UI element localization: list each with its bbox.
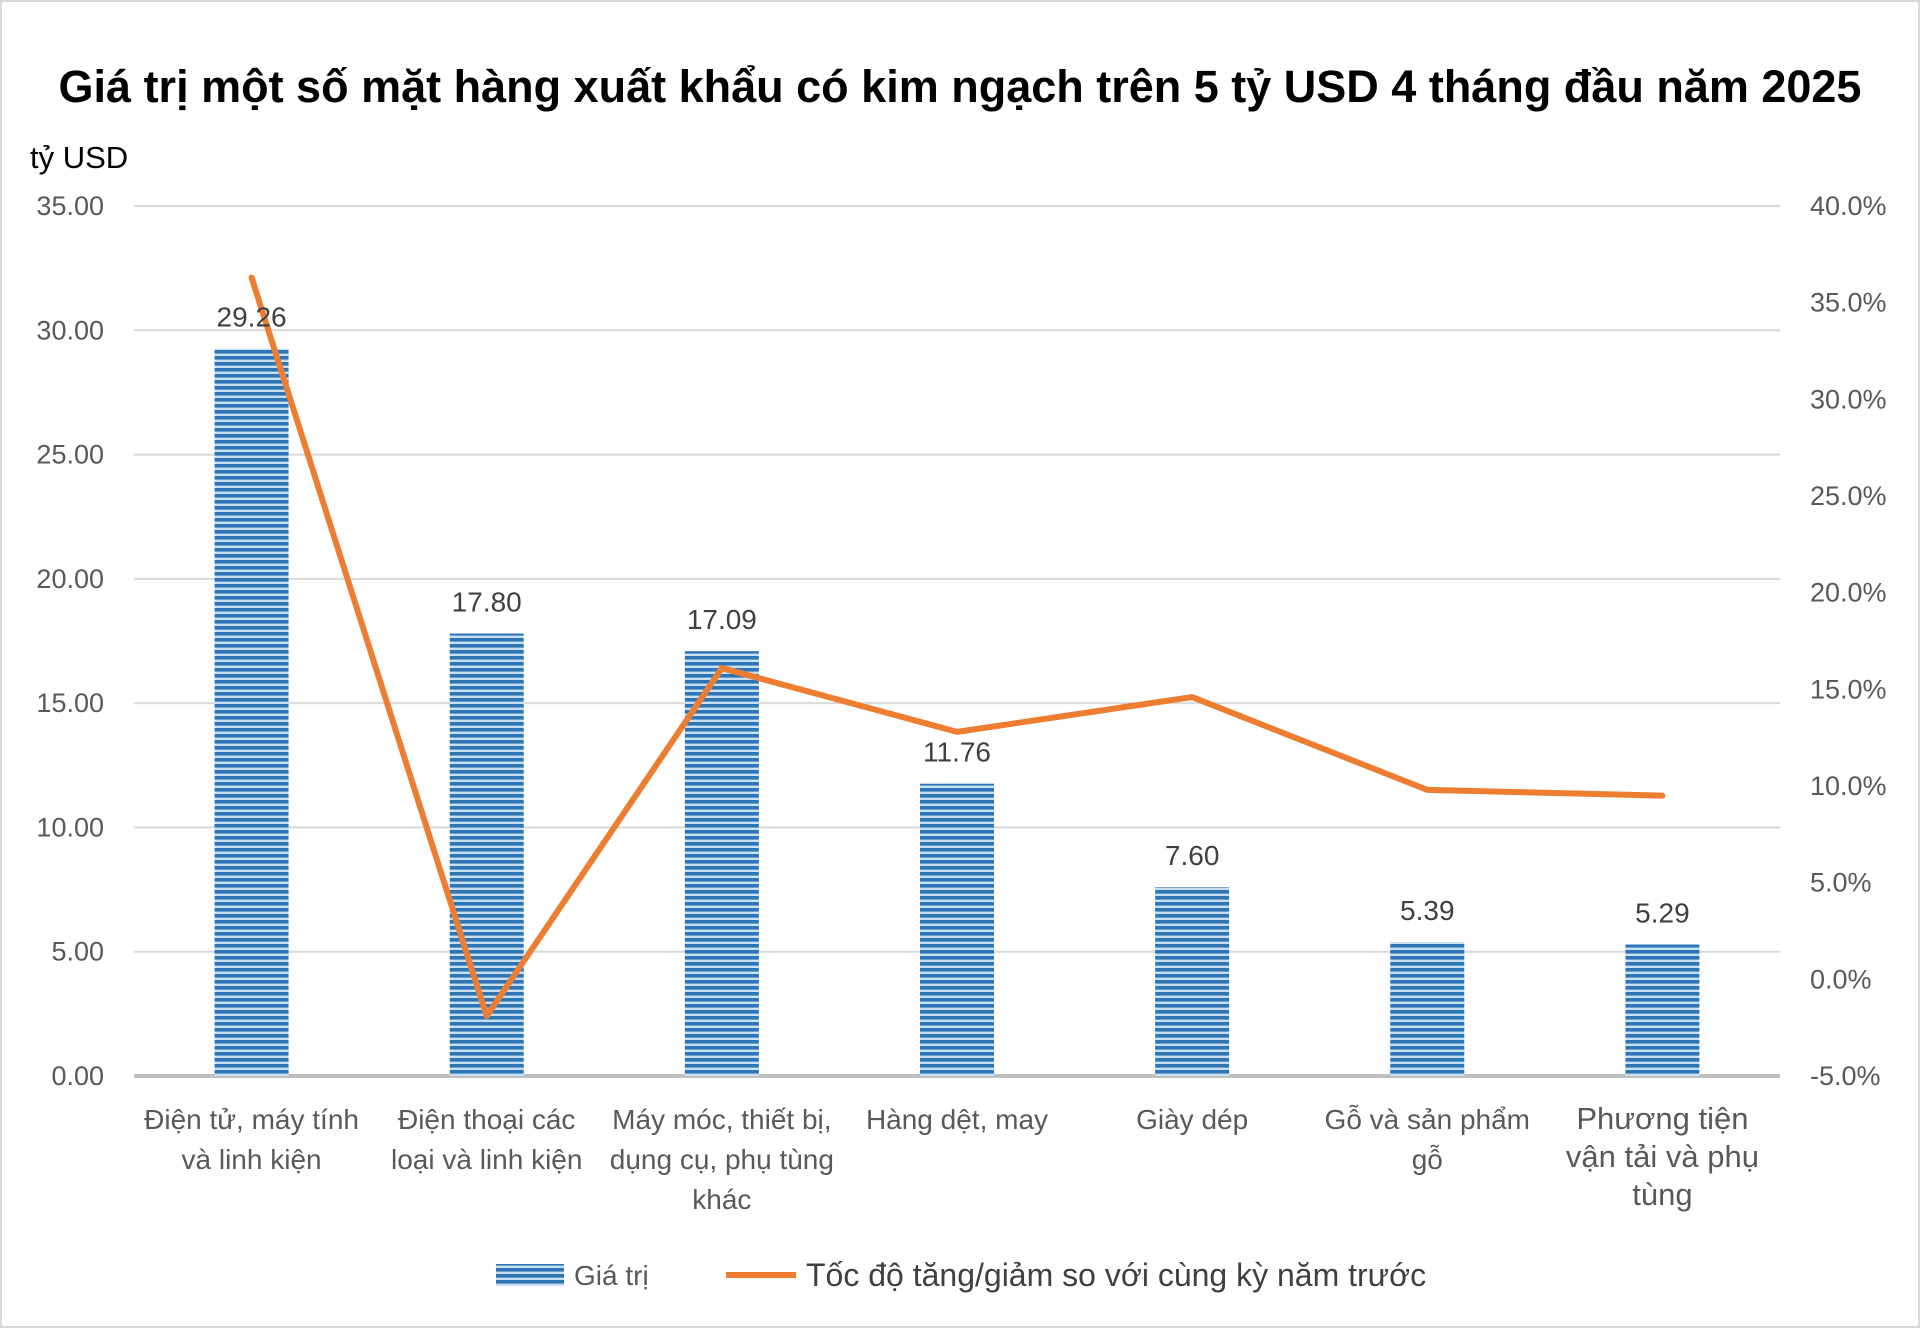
bar-data-label: 17.80 bbox=[452, 587, 522, 618]
bar bbox=[1155, 887, 1230, 1076]
left-axis-ticks: 0.00 5.00 10.00 15.00 20.00 25.00 30.00 35.00 bbox=[36, 191, 104, 1091]
y-tick-label: 35.00 bbox=[36, 191, 104, 221]
y-tick-label: 20.00 bbox=[36, 564, 104, 594]
line-point bbox=[1190, 695, 1195, 700]
y-axis-label: tỷ USD bbox=[30, 140, 128, 175]
bar bbox=[1625, 944, 1700, 1076]
bar-data-label: 7.60 bbox=[1165, 840, 1220, 871]
category-label: Điện thoại các bbox=[398, 1104, 575, 1135]
chart-title: Giá trị một số mặt hàng xuất khẩu có kim… bbox=[59, 61, 1862, 112]
y-tick-label: 5.00 bbox=[51, 937, 104, 967]
category-label: và linh kiện bbox=[182, 1144, 322, 1175]
bar-data-label: 11.76 bbox=[923, 737, 991, 768]
line-point bbox=[955, 729, 959, 734]
bar bbox=[1390, 942, 1465, 1076]
legend-bar-label: Giá trị bbox=[574, 1260, 649, 1291]
y2-tick-label: 25.0% bbox=[1810, 481, 1887, 511]
y-tick-label: 0.00 bbox=[51, 1061, 104, 1091]
bar-series bbox=[214, 348, 1700, 1076]
line-point bbox=[1425, 787, 1430, 792]
right-axis-ticks: -5.0% 0.0% 5.0% 10.0% 15.0% 20.0% 25.0% 30.0% 35… bbox=[1810, 191, 1887, 1091]
category-label: Hàng dệt, may bbox=[866, 1104, 1048, 1135]
legend: Giá trị Tốc độ tăng/giảm so với cùng kỳ n… bbox=[496, 1257, 1426, 1293]
y-tick-label: 30.00 bbox=[36, 315, 104, 345]
category-label: Máy móc, thiết bị, bbox=[612, 1104, 831, 1135]
y2-tick-label: 20.0% bbox=[1810, 578, 1887, 608]
category-label: loại và linh kiện bbox=[391, 1144, 582, 1175]
category-label: khác bbox=[692, 1184, 751, 1215]
bar bbox=[920, 783, 994, 1076]
bar-data-label: 17.09 bbox=[687, 604, 757, 635]
bar-data-label: 5.39 bbox=[1400, 895, 1455, 926]
category-axis-labels: Điện tử, máy tính và linh kiện Điện thoại … bbox=[144, 1101, 1759, 1215]
category-label: Gỗ và sản phẩm bbox=[1325, 1104, 1530, 1135]
category-label: tùng bbox=[1632, 1177, 1692, 1212]
category-label: gỗ bbox=[1412, 1144, 1443, 1175]
bar bbox=[684, 651, 759, 1076]
category-label: Phương tiện bbox=[1576, 1101, 1748, 1136]
y2-tick-label: 35.0% bbox=[1810, 288, 1887, 318]
line-point bbox=[719, 666, 724, 671]
category-label: vận tải và phụ bbox=[1566, 1139, 1759, 1174]
y2-tick-label: 30.0% bbox=[1810, 384, 1887, 414]
category-label: dụng cụ, phụ tùng bbox=[610, 1144, 834, 1175]
line-point bbox=[1660, 793, 1665, 798]
category-label: Giày dép bbox=[1136, 1104, 1248, 1135]
y2-tick-label: 15.0% bbox=[1810, 674, 1887, 704]
y2-tick-label: -5.0% bbox=[1810, 1061, 1881, 1091]
legend-line-label: Tốc độ tăng/giảm so với cùng kỳ năm trướ… bbox=[806, 1257, 1426, 1293]
y2-tick-label: 0.0% bbox=[1810, 964, 1872, 994]
y2-tick-label: 10.0% bbox=[1810, 771, 1887, 801]
line-point bbox=[484, 1014, 489, 1019]
y2-tick-label: 40.0% bbox=[1810, 191, 1887, 221]
line-series bbox=[248, 274, 1666, 1020]
data-labels: 29.26 17.80 17.09 11.76 7.60 5.39 5.29 bbox=[217, 302, 1690, 929]
bar bbox=[214, 348, 289, 1076]
bar bbox=[449, 633, 524, 1076]
y2-tick-label: 5.0% bbox=[1810, 868, 1872, 898]
legend-bar-swatch bbox=[496, 1264, 564, 1286]
line-point bbox=[249, 275, 254, 280]
y-tick-label: 10.00 bbox=[36, 812, 104, 842]
category-label: Điện tử, máy tính bbox=[144, 1104, 359, 1135]
bar-data-label: 5.29 bbox=[1635, 898, 1690, 929]
bar-data-label: 29.26 bbox=[217, 302, 287, 333]
y-tick-label: 25.00 bbox=[36, 440, 104, 470]
y-tick-label: 15.00 bbox=[36, 688, 104, 718]
